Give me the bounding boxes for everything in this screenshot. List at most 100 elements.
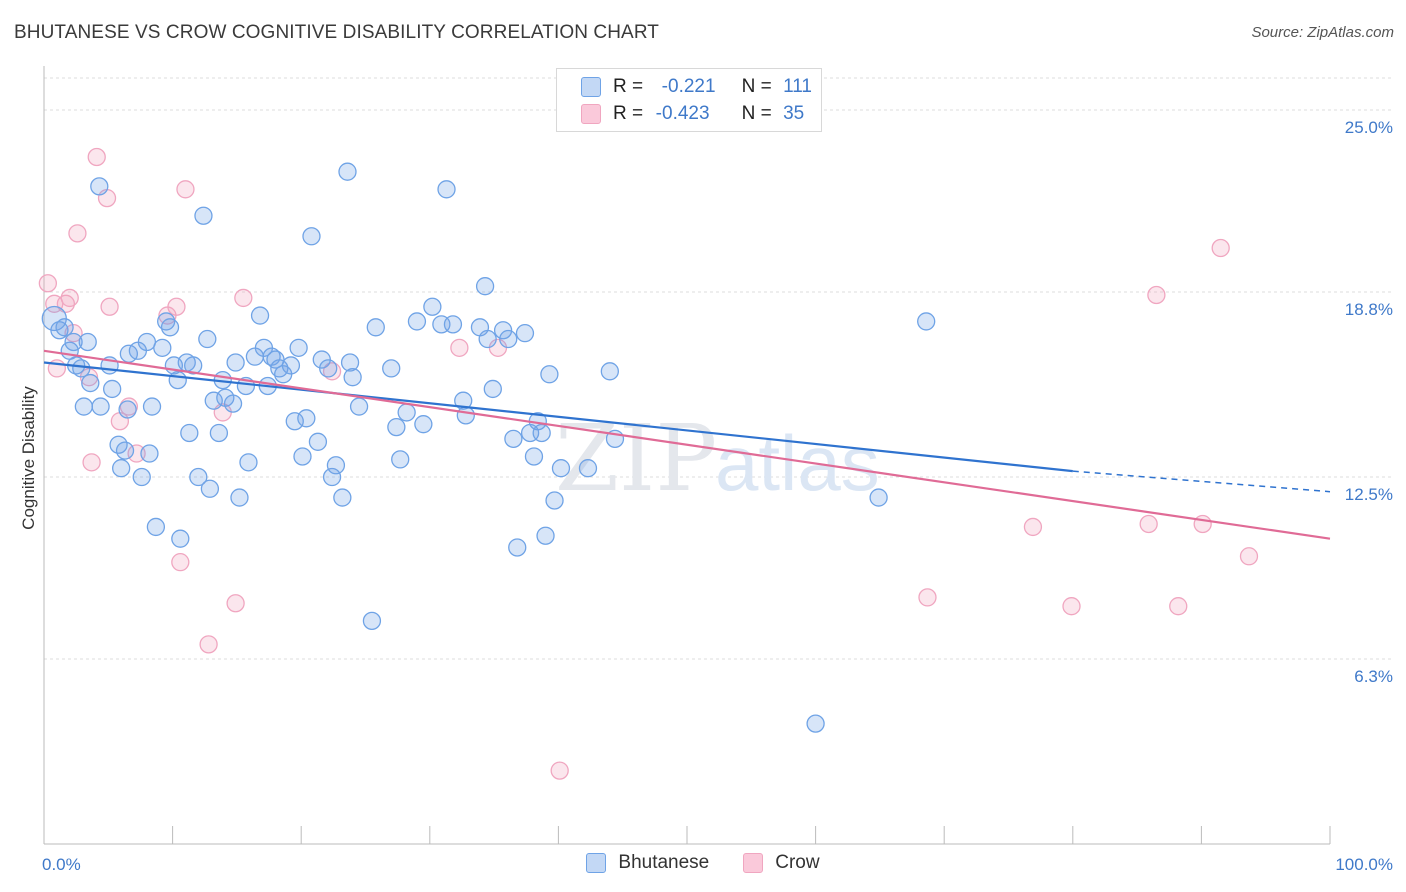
bhutanese-point — [64, 332, 83, 352]
bhutanese-point — [869, 488, 888, 507]
bhutanese-point — [81, 373, 100, 393]
series-label-crow: Crow — [775, 852, 820, 873]
bhutanese-point — [160, 318, 180, 337]
bhutanese-point — [132, 467, 151, 487]
crow-point — [234, 288, 253, 308]
bhutanese-point — [50, 321, 69, 340]
legend-r-label: R = — [613, 103, 644, 124]
crow-point — [199, 635, 218, 654]
bhutanese-point — [189, 467, 208, 487]
tick-labels: 6.3% 12.5% 18.8% 25.0% 0.0% 100.0% — [42, 118, 1393, 874]
bhutanese-point — [443, 315, 463, 334]
x-tick-label-1: 100.0% — [1335, 855, 1393, 874]
crow-trend-line — [43, 349, 1331, 540]
bhutanese-point — [153, 338, 172, 357]
bhutanese-point — [326, 456, 346, 475]
crow-point — [171, 553, 190, 572]
bhutanese-point — [382, 359, 401, 378]
bhutanese-point — [297, 409, 316, 428]
bhutanese-point — [493, 321, 513, 340]
bhutanese-point — [308, 432, 328, 451]
bhutanese-point — [118, 400, 137, 419]
bhutanese-point — [508, 538, 527, 557]
bhutanese-point — [414, 415, 433, 434]
axes — [43, 66, 1331, 845]
bhutanese-point — [362, 611, 382, 631]
bhutanese-point — [551, 459, 571, 478]
crow-points — [38, 147, 1259, 780]
bhutanese-point — [407, 312, 427, 331]
watermark-zip: ZIP — [555, 405, 717, 512]
chart-title: BHUTANESE VS CROW COGNITIVE DISABILITY C… — [14, 22, 660, 43]
bhutanese-point — [204, 391, 223, 410]
crow-point — [127, 444, 146, 463]
bhutanese-point — [230, 488, 249, 507]
bhutanese-point — [437, 180, 456, 199]
stats-legend: R = -0.221 N = 111 R = -0.423 N = 35 — [556, 68, 822, 132]
crow-point — [176, 180, 195, 199]
crow-point — [1062, 597, 1081, 616]
bhutanese-point — [171, 529, 190, 548]
crow-point — [87, 147, 106, 167]
bhutanese-point — [338, 162, 357, 181]
bhutanese-point — [302, 227, 321, 246]
crow-point — [1139, 514, 1158, 534]
bhutanese-point — [198, 329, 217, 349]
bhutanese-point — [536, 526, 555, 545]
bhutanese-point — [209, 423, 229, 443]
grid-lines — [44, 77, 1392, 660]
y-tick-label-2: 18.8% — [1345, 300, 1393, 319]
bhutanese-point — [478, 329, 497, 349]
bhutanese-point — [55, 318, 74, 337]
bhutanese-point — [456, 406, 475, 425]
series-swatch-crow — [743, 853, 764, 873]
y-axis-label: Cognitive Disability — [19, 386, 38, 530]
series-label-bhutanese: Bhutanese — [618, 852, 710, 873]
legend-r-label: R = — [613, 76, 644, 97]
crow-point — [82, 453, 101, 472]
bhutanese-trend-line — [43, 361, 1073, 473]
bhutanese-point — [250, 306, 270, 325]
legend-n-value: 35 — [783, 103, 805, 124]
series-legend: Bhutanese Crow — [0, 852, 1406, 874]
bhutanese-point — [391, 450, 410, 469]
bhutanese-point — [137, 332, 157, 352]
bhutanese-point — [112, 459, 131, 478]
trend-lines — [43, 349, 1331, 540]
bhutanese-point — [475, 277, 495, 296]
bhutanese-point — [504, 429, 523, 449]
source-label: Source: ZipAtlas.com — [1251, 24, 1394, 41]
bhutanese-point — [454, 391, 473, 410]
bhutanese-point — [578, 459, 598, 478]
bhutanese-point — [103, 379, 122, 399]
bhutanese-point — [91, 397, 110, 416]
crow-point — [1193, 514, 1212, 534]
series-swatch-bhutanese — [586, 853, 607, 873]
bhutanese-point — [90, 177, 109, 196]
bhutanese-point — [483, 379, 502, 399]
bhutanese-point — [387, 417, 406, 437]
crow-point — [226, 594, 245, 613]
watermark-atlas: atlas — [715, 419, 880, 507]
bhutanese-point — [115, 441, 135, 460]
crow-point — [60, 288, 79, 308]
bhutanese-point — [168, 370, 187, 390]
crow-point — [550, 761, 569, 780]
crow-point — [1169, 597, 1188, 616]
legend-n-label: N = — [741, 76, 772, 97]
bhutanese-point — [140, 444, 159, 463]
crow-point — [100, 297, 119, 316]
bhutanese-point — [499, 329, 518, 349]
y-tick-label-3: 25.0% — [1345, 118, 1393, 137]
bhutanese-point — [293, 447, 312, 466]
crow-point — [450, 338, 469, 357]
bhutanese-point — [524, 447, 544, 466]
legend-n-value: 111 — [783, 76, 812, 97]
x-tick-label-0: 0.0% — [42, 855, 81, 874]
legend-r-value: -0.423 — [655, 103, 710, 124]
legend-swatch-crow — [581, 104, 601, 124]
bhutanese-point — [200, 479, 220, 498]
crow-point — [1239, 547, 1259, 566]
bhutanese-point — [319, 359, 338, 378]
